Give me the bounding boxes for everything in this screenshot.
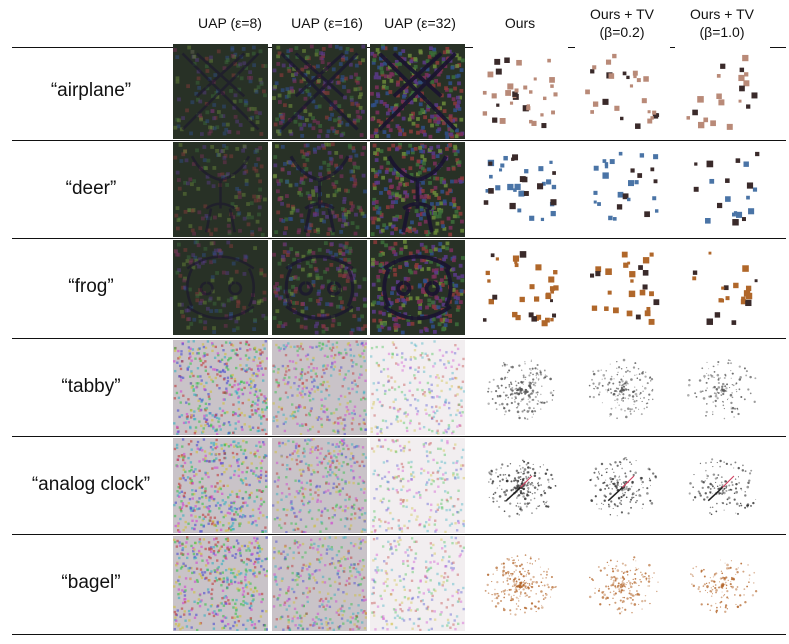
- uap-perturbation-image: [370, 44, 465, 139]
- row-label: “frog”: [68, 276, 114, 297]
- uap-perturbation-image: [173, 240, 268, 335]
- feature-visualization-image: [675, 142, 770, 237]
- uap-perturbation-image: [370, 240, 465, 335]
- uap-perturbation-image: [173, 536, 268, 631]
- uap-perturbation-image: [272, 142, 367, 237]
- row-label: “airplane”: [50, 80, 132, 101]
- feature-visualization-image: [473, 438, 568, 533]
- feature-visualization-image: [473, 142, 568, 237]
- divider: [12, 238, 786, 239]
- column-header: UAP (ε=8): [198, 15, 262, 31]
- feature-visualization-image: [575, 536, 670, 631]
- feature-visualization-image: [675, 340, 770, 435]
- divider: [12, 436, 786, 437]
- column-header: Ours + TV (β=1.0): [690, 6, 754, 40]
- feature-visualization-image: [473, 240, 568, 335]
- uap-perturbation-image: [370, 536, 465, 631]
- feature-visualization-image: [473, 44, 568, 139]
- column-header: UAP (ε=16): [291, 15, 363, 31]
- feature-visualization-image: [575, 340, 670, 435]
- column-header: Ours + TV (β=0.2): [590, 6, 654, 40]
- feature-visualization-image: [675, 240, 770, 335]
- uap-perturbation-image: [370, 142, 465, 237]
- divider: [12, 634, 786, 635]
- feature-visualization-image: [575, 240, 670, 335]
- uap-perturbation-image: [173, 142, 268, 237]
- feature-visualization-image: [675, 438, 770, 533]
- column-header: Ours: [504, 15, 536, 31]
- divider: [12, 140, 786, 141]
- row-label: “analog clock”: [31, 474, 151, 495]
- feature-visualization-image: [575, 44, 670, 139]
- row-label: “deer”: [65, 178, 117, 199]
- feature-visualization-image: [575, 142, 670, 237]
- row-label: “tabby”: [61, 376, 121, 397]
- feature-visualization-image: [473, 340, 568, 435]
- uap-perturbation-image: [173, 44, 268, 139]
- uap-perturbation-image: [173, 340, 268, 435]
- divider: [12, 534, 786, 535]
- divider: [12, 338, 786, 339]
- feature-visualization-image: [675, 44, 770, 139]
- uap-perturbation-image: [272, 240, 367, 335]
- uap-perturbation-image: [272, 44, 367, 139]
- uap-perturbation-image: [272, 438, 367, 533]
- feature-visualization-image: [575, 438, 670, 533]
- uap-perturbation-image: [173, 438, 268, 533]
- uap-perturbation-image: [370, 438, 465, 533]
- uap-perturbation-image: [370, 340, 465, 435]
- column-header: UAP (ε=32): [384, 15, 456, 31]
- feature-visualization-image: [473, 536, 568, 631]
- row-label: “bagel”: [61, 572, 121, 593]
- uap-perturbation-image: [272, 536, 367, 631]
- feature-visualization-image: [675, 536, 770, 631]
- uap-perturbation-image: [272, 340, 367, 435]
